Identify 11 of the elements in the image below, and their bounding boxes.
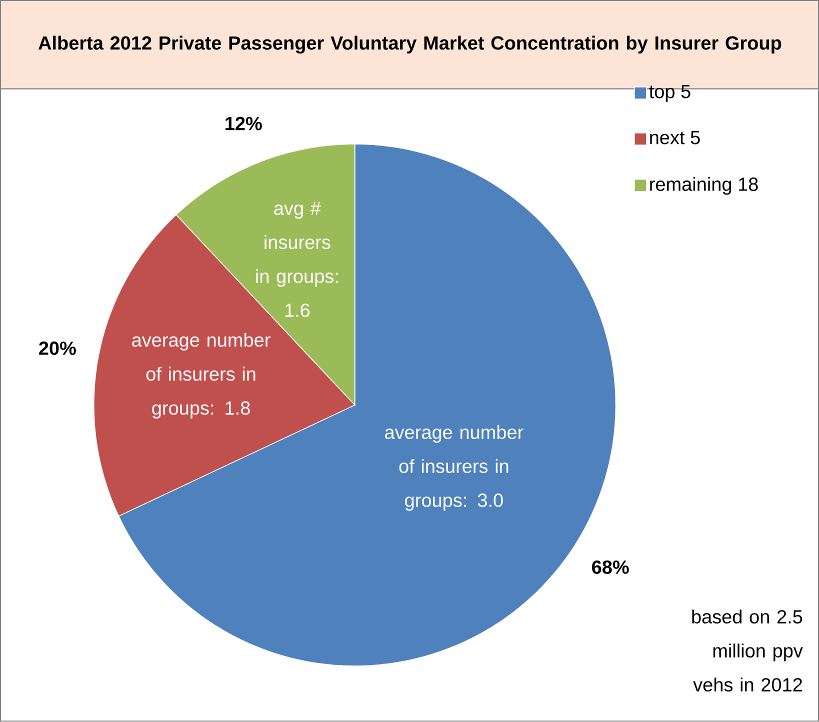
text: avg # insurers in groups: 1.6 [256,202,338,318]
legend-label: next 5 [650,131,700,144]
legend-label: top 5 [649,85,690,102]
data-label: 20% [39,342,76,356]
text: average number of insurers in groups: 1.8 [132,332,270,419]
legend-label: remaining 18 [650,177,758,195]
chart-title: Alberta 2012 Private Passenger Voluntary Market Concentration by Insurer Group [38,36,782,54]
text: average number of insurers in groups: 3.0 [385,425,524,511]
data-label: 68% [592,560,629,574]
data-label: 12% [226,117,262,130]
text: based on 2.5 million ppv vehs in 2012 [692,610,803,692]
